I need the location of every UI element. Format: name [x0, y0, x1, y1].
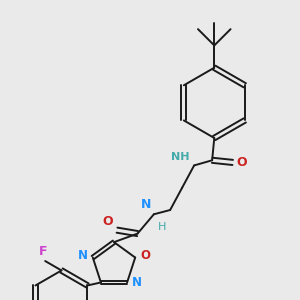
- Text: NH: NH: [170, 152, 189, 162]
- Text: N: N: [141, 198, 152, 211]
- Text: H: H: [158, 222, 166, 232]
- Text: F: F: [39, 244, 48, 258]
- Text: N: N: [78, 249, 88, 262]
- Text: O: O: [236, 156, 247, 169]
- Text: O: O: [140, 249, 150, 262]
- Text: N: N: [132, 276, 142, 289]
- Text: O: O: [102, 215, 113, 228]
